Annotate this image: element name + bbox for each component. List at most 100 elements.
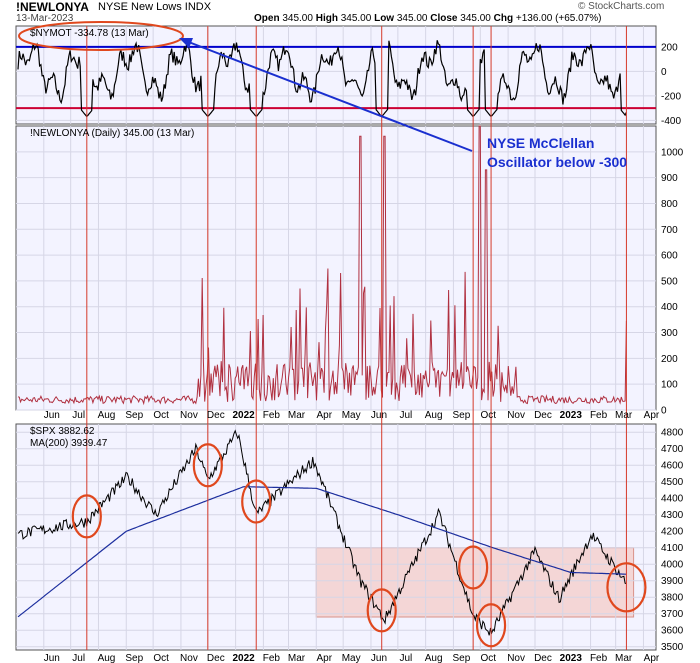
chg-value: +136.00 (+65.07%) — [515, 13, 602, 24]
x-tick-label: May — [342, 410, 361, 421]
signal-circle — [475, 603, 507, 648]
x-tick-label: Apr — [644, 410, 660, 421]
x-tick-label: Nov — [180, 410, 198, 421]
x-tick-label: Oct — [481, 410, 497, 421]
x-tick-label: Feb — [263, 653, 281, 663]
x-tick-label: Jun — [371, 653, 387, 663]
y-tick-label: 1000 — [661, 147, 684, 158]
x-tick-label: Aug — [98, 653, 116, 663]
signal-circle — [71, 494, 102, 539]
series-lines — [17, 40, 627, 636]
y-tick-label: 3900 — [661, 576, 684, 587]
spx-line — [17, 429, 627, 636]
annotation: NYSE McClellan Oscillator below -300 — [18, 21, 627, 170]
low-value: 345.00 — [396, 13, 428, 24]
y-tick-label: 100 — [661, 380, 678, 391]
signal-circle — [606, 562, 647, 613]
symbol-name: NYSE New Lows INDX — [98, 1, 212, 13]
x-tick-label: Nov — [507, 410, 525, 421]
grid-lines — [16, 26, 656, 650]
x-tick-label: Aug — [425, 410, 443, 421]
panel-1 — [15, 125, 657, 411]
header-date: 13-Mar-2023 — [16, 13, 74, 24]
y-tick-label: 4700 — [661, 444, 684, 455]
y-tick-label: 3800 — [661, 593, 684, 604]
newlows-legend: !NEWLONYA (Daily) 345.00 (13 Mar) — [30, 128, 194, 139]
x-tick-label: Jul — [399, 410, 412, 421]
chg-label: Chg — [493, 13, 514, 24]
open-value: 345.00 — [282, 13, 313, 24]
signal-vertical-lines — [86, 26, 627, 650]
y-tick-label: 3600 — [661, 626, 684, 637]
x-tick-label: Apr — [316, 653, 332, 663]
y-tick-label: 400 — [661, 302, 678, 313]
x-tick-label: Sep — [453, 653, 471, 663]
x-tick-label: Jul — [399, 653, 412, 663]
x-tick-label: May — [342, 653, 361, 663]
low-label: Low — [374, 13, 395, 24]
symbol-label: !NEWLONYA — [16, 0, 89, 14]
signal-circles — [71, 443, 647, 648]
y-tick-label: 900 — [661, 173, 678, 184]
high-value: 345.00 — [340, 13, 372, 24]
support-zone — [315, 547, 635, 618]
signal-circle — [366, 588, 397, 633]
x-tick-label: Feb — [590, 653, 608, 663]
x-tick-label: Oct — [153, 410, 169, 421]
y-tick-label: 700 — [661, 225, 678, 236]
y-tick-label: 0 — [661, 67, 667, 78]
y-tick-label: 0 — [661, 406, 667, 417]
annotation-line-1: NYSE McClellan — [487, 135, 594, 151]
x-tick-label: Aug — [98, 410, 116, 421]
y-tick-label: 4500 — [661, 477, 684, 488]
x-tick-label: Dec — [207, 653, 225, 663]
panel-0 — [15, 25, 657, 125]
ma200-line — [17, 486, 627, 618]
y-tick-label: 500 — [661, 276, 678, 287]
y-tick-label: 4400 — [661, 494, 684, 505]
x-tick-label: Sep — [453, 410, 471, 421]
x-tick-label: Mar — [288, 653, 306, 663]
y-tick-label: 300 — [661, 328, 678, 339]
y-tick-label: 600 — [661, 251, 678, 262]
y-tick-label: -200 — [661, 91, 681, 102]
x-tick-label: 2022 — [232, 653, 255, 663]
y-tick-label: 800 — [661, 199, 678, 210]
annotation-line-2: Oscillator below -300 — [487, 154, 627, 170]
x-tick-label: 2023 — [560, 410, 583, 421]
x-tick-label: Dec — [534, 653, 552, 663]
y-tick-label: 3500 — [661, 642, 684, 653]
x-tick-label: Mar — [615, 410, 633, 421]
annotation-arrowhead — [179, 38, 193, 48]
legend-highlight-ellipse — [18, 21, 184, 51]
legends: $NYMOT -334.78 (13 Mar) !NEWLONYA (Daily… — [30, 28, 194, 449]
x-tick-label: Mar — [288, 410, 306, 421]
ma-legend: MA(200) 3939.47 — [30, 438, 108, 449]
x-tick-label: Sep — [125, 410, 143, 421]
y-tick-label: 200 — [661, 354, 678, 365]
y-tick-label: 4000 — [661, 560, 684, 571]
y-tick-label: 200 — [661, 42, 678, 53]
y-tick-label: 4200 — [661, 527, 684, 538]
x-tick-label: 2023 — [560, 653, 583, 663]
x-tick-label: Nov — [180, 653, 198, 663]
signal-circle — [192, 443, 223, 488]
x-tick-label: 2022 — [232, 410, 255, 421]
open-label: Open — [254, 13, 280, 24]
high-label: High — [315, 13, 338, 24]
x-tick-label: Jun — [44, 653, 60, 663]
axis-ticks: Jun Jun Jul Jul Aug Aug Sep Sep Oct Oct Nov Nov Dec D… — [44, 42, 684, 663]
x-tick-label: Sep — [125, 653, 143, 663]
y-tick-label: -400 — [661, 116, 681, 127]
x-tick-label: Jun — [371, 410, 387, 421]
watermark: © StockCharts.com — [578, 1, 665, 12]
y-tick-label: 4100 — [661, 543, 684, 554]
x-tick-label: Dec — [207, 410, 225, 421]
signal-circle — [458, 545, 489, 590]
close-value: 345.00 — [460, 13, 491, 24]
x-tick-label: Apr — [644, 653, 660, 663]
x-tick-label: Apr — [316, 410, 332, 421]
quote-line: Open 345.00 High 345.00 Low 345.00 Close… — [254, 13, 602, 24]
spx-legend: $SPX 3882.62 — [30, 426, 95, 437]
